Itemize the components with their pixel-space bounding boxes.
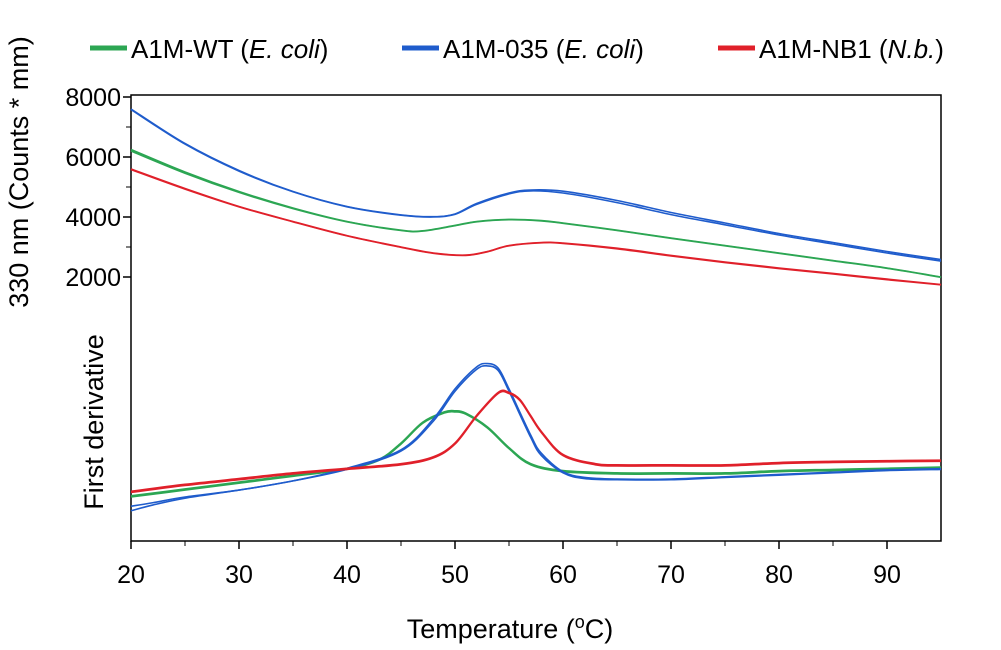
fluorescence-line-a1m-wt-e-coli-rep1 [130,148,942,278]
plot-frame [130,94,942,542]
fluorescence-line-a1m-nb1-n-b-rep2 [130,168,942,286]
x-tick-label-90: 90 [873,561,901,589]
x-axis-title: Temperature (oC) [407,612,614,644]
derivative-line-a1m-wt-e-coli-rep1 [130,410,942,498]
legend-entry-nb1: A1M-NB1 (N.b.) [718,34,944,64]
legend-label-035: A1M-035 (E. coli) [443,34,644,64]
x-tick-label-70: 70 [657,561,685,589]
legend-label-wt: A1M-WT (E. coli) [131,34,328,64]
derivative-line-a1m-035-e-coli-rep1 [130,364,942,507]
y-tick-label-8000: 8000 [65,84,121,112]
fluorescence-line-a1m-035-e-coli-rep1 [130,108,942,261]
y-axis-title-fluorescence: 330 nm (Counts * mm) [4,36,34,308]
legend-label-nb1: A1M-NB1 (N.b.) [759,34,944,64]
y-axis-title-derivative: First derivative [79,334,109,510]
x-tick-label-50: 50 [441,561,469,589]
legend-entry-wt: A1M-WT (E. coli) [90,34,328,64]
y-axis-tick-labels: 2000 4000 6000 8000 [65,84,121,292]
fluorescence-line-a1m-nb1-n-b-rep1 [130,168,942,286]
x-tick-label-80: 80 [765,561,793,589]
fluorescence-line-a1m-wt-e-coli-rep2 [130,150,942,279]
derivative-line-a1m-nb1-n-b-rep2 [130,389,942,493]
x-tick-label-30: 30 [225,561,253,589]
y-axis-ticks [123,96,131,278]
x-axis-ticks [130,541,888,549]
x-tick-label-60: 60 [549,561,577,589]
y-tick-label-6000: 6000 [65,144,121,172]
x-tick-label-40: 40 [333,561,361,589]
y-tick-label-2000: 2000 [65,264,121,292]
legend: A1M-WT (E. coli) A1M-035 (E. coli) A1M-N… [90,34,944,64]
fluorescence-line-a1m-035-e-coli-rep2 [130,108,942,262]
derivative-line-a1m-035-e-coli-rep2 [130,362,942,512]
derivative-series [130,362,942,512]
legend-entry-035: A1M-035 (E. coli) [402,34,644,64]
x-axis-tick-labels: 20 30 40 50 60 70 80 90 [117,561,901,589]
y-tick-label-4000: 4000 [65,204,121,232]
x-tick-label-20: 20 [117,561,145,589]
fluorescence-series [130,108,942,286]
